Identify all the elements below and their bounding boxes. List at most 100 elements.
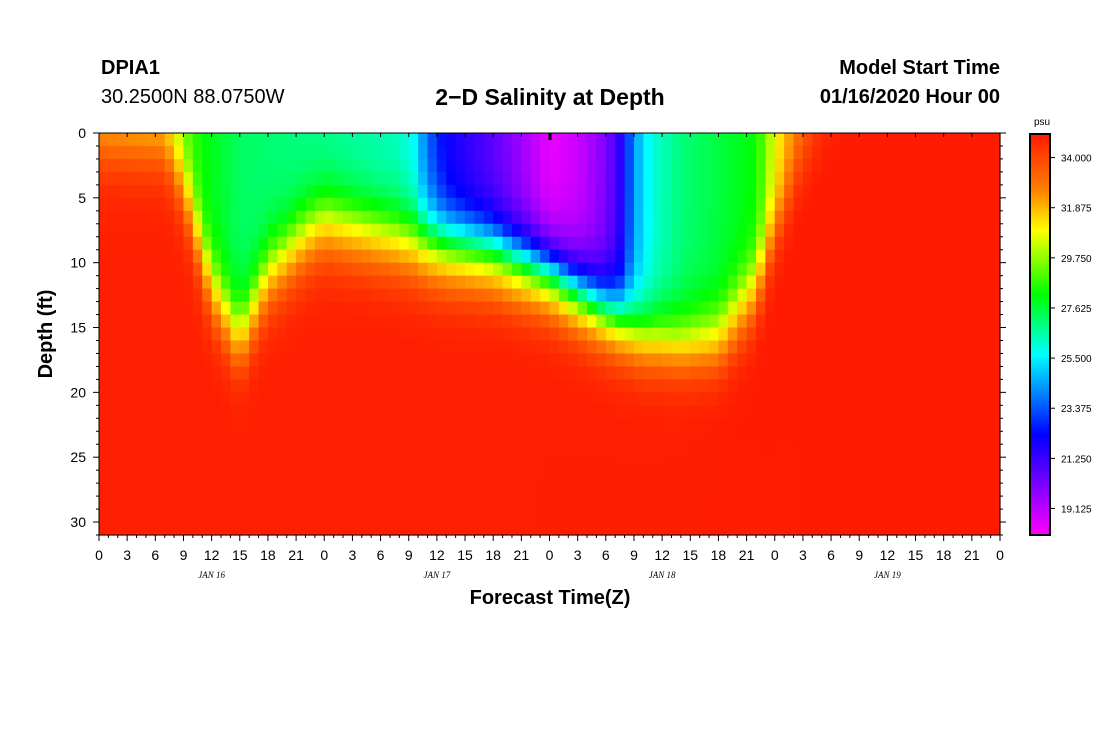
heatmap-cell	[202, 184, 213, 199]
heatmap-cell	[521, 210, 532, 225]
heatmap-cell	[136, 366, 147, 380]
heatmap-cell	[549, 133, 560, 147]
heatmap-cell	[164, 301, 175, 316]
heatmap-cell	[511, 405, 522, 419]
heatmap-cell	[296, 288, 307, 303]
heatmap-cell	[784, 483, 795, 497]
heatmap-cell	[877, 483, 888, 497]
heatmap-cell	[136, 431, 147, 445]
heatmap-cell	[605, 327, 616, 342]
heatmap-cell	[558, 262, 569, 277]
heatmap-cell	[849, 522, 860, 536]
heatmap-cell	[624, 496, 635, 510]
heatmap-cell	[174, 249, 185, 264]
heatmap-cell	[755, 340, 766, 355]
heatmap-cell	[399, 483, 410, 497]
heatmap-cell	[380, 184, 391, 199]
heatmap-cell	[211, 262, 222, 277]
heatmap-cell	[314, 405, 325, 419]
heatmap-cell	[680, 184, 691, 199]
heatmap-cell	[174, 184, 185, 199]
heatmap-cell	[868, 197, 879, 212]
heatmap-cell	[361, 457, 372, 471]
heatmap-cell	[465, 145, 476, 160]
heatmap-cell	[690, 275, 701, 290]
heatmap-cell	[624, 133, 635, 147]
heatmap-cell	[765, 249, 776, 264]
heatmap-cell	[192, 431, 203, 445]
heatmap-cell	[624, 288, 635, 303]
heatmap-cell	[502, 509, 513, 523]
heatmap-cell	[540, 145, 551, 160]
heatmap-cell	[399, 301, 410, 316]
heatmap-cell	[652, 197, 663, 212]
heatmap-cell	[211, 379, 222, 393]
heatmap-cell	[765, 509, 776, 523]
heatmap-cell	[558, 275, 569, 290]
heatmap-cell	[953, 288, 964, 303]
heatmap-cell	[211, 327, 222, 342]
heatmap-cell	[662, 392, 673, 406]
heatmap-cell	[962, 314, 973, 329]
heatmap-cell	[615, 184, 626, 199]
heatmap-cell	[136, 418, 147, 432]
heatmap-cell	[802, 405, 813, 419]
heatmap-cell	[202, 249, 213, 264]
heatmap-cell	[727, 379, 738, 393]
heatmap-cell	[680, 431, 691, 445]
heatmap-cell	[924, 210, 935, 225]
heatmap-cell	[521, 366, 532, 380]
heatmap-cell	[211, 184, 222, 199]
heatmap-cell	[915, 301, 926, 316]
heatmap-cell	[436, 340, 447, 355]
heatmap-cell	[831, 496, 842, 510]
heatmap-cell	[793, 197, 804, 212]
x-tick-label: 3	[799, 547, 807, 563]
heatmap-cell	[605, 184, 616, 199]
heatmap-cell	[230, 366, 241, 380]
heatmap-cell	[981, 340, 992, 355]
heatmap-cell	[755, 262, 766, 277]
heatmap-cell	[343, 366, 354, 380]
heatmap-cell	[277, 418, 288, 432]
heatmap-cell	[962, 262, 973, 277]
heatmap-cell	[709, 184, 720, 199]
heatmap-cell	[343, 301, 354, 316]
heatmap-cell	[765, 483, 776, 497]
heatmap-cell	[727, 522, 738, 536]
heatmap-cell	[511, 444, 522, 458]
heatmap-cell	[962, 353, 973, 368]
heatmap-cell	[136, 262, 147, 277]
heatmap-cell	[418, 496, 429, 510]
heatmap-cell	[324, 405, 335, 419]
x-tick-label: 0	[320, 547, 328, 563]
heatmap-cell	[896, 158, 907, 173]
heatmap-cell	[737, 444, 748, 458]
heatmap-cell	[211, 275, 222, 290]
heatmap-cell	[549, 418, 560, 432]
heatmap-cell	[596, 392, 607, 406]
heatmap-cell	[418, 184, 429, 199]
heatmap-cell	[821, 392, 832, 406]
heatmap-cell	[577, 483, 588, 497]
heatmap-cell	[296, 184, 307, 199]
heatmap-cell	[953, 301, 964, 316]
heatmap-cell	[915, 249, 926, 264]
heatmap-cell	[418, 366, 429, 380]
heatmap-cell	[436, 210, 447, 225]
heatmap-cell	[699, 522, 710, 536]
heatmap-cell	[821, 327, 832, 342]
heatmap-cell	[737, 353, 748, 368]
heatmap-cell	[699, 145, 710, 160]
heatmap-cell	[915, 405, 926, 419]
heatmap-cell	[418, 522, 429, 536]
heatmap-cell	[286, 340, 297, 355]
heatmap-cell	[174, 275, 185, 290]
heatmap-cell	[267, 405, 278, 419]
heatmap-cell	[361, 236, 372, 251]
heatmap-cell	[277, 171, 288, 186]
heatmap-cell	[530, 470, 541, 484]
heatmap-cell	[671, 171, 682, 186]
heatmap-cell	[483, 392, 494, 406]
heatmap-cell	[981, 509, 992, 523]
